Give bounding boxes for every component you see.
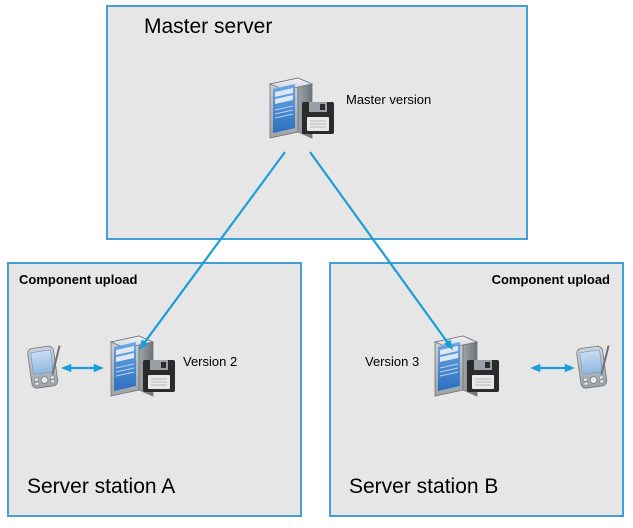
pda-b-icon (576, 345, 610, 398)
station-b-title: Server station B (349, 475, 498, 499)
station-b-version-label: Version 3 (365, 354, 419, 369)
station-b-server-icon (427, 330, 505, 407)
station-a-subtitle: Component upload (19, 272, 137, 287)
station-a-version-label: Version 2 (183, 354, 237, 369)
master-server-icon (262, 72, 340, 149)
master-version-label: Master version (346, 92, 431, 107)
station-b-subtitle: Component upload (492, 272, 610, 287)
master-server-title: Master server (144, 15, 272, 39)
station-a-title: Server station A (27, 475, 175, 499)
pda-a-icon (27, 345, 61, 398)
station-a-server-icon (103, 330, 181, 407)
